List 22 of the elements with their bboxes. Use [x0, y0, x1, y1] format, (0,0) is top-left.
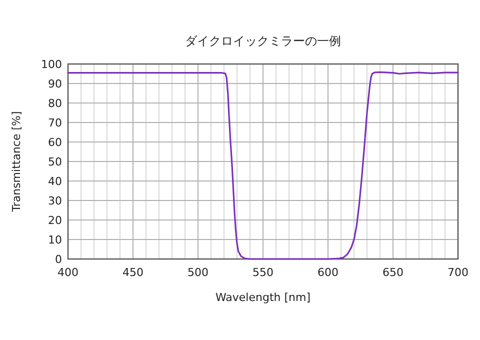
x-tick-label: 450 — [122, 266, 144, 279]
chart-title: ダイクロイックミラーの一例 — [185, 34, 341, 48]
y-tick-label: 0 — [55, 253, 62, 266]
y-tick-label: 10 — [48, 234, 62, 246]
x-tick-label: 500 — [188, 266, 208, 279]
y-tick-label: 90 — [48, 78, 62, 90]
y-tick-label: 100 — [41, 58, 62, 71]
x-tick-label: 600 — [318, 266, 338, 279]
y-tick-label: 30 — [48, 194, 62, 208]
x-tick-label: 700 — [448, 266, 468, 279]
y-tick-label: 40 — [48, 175, 62, 188]
x-tick-label: 650 — [382, 266, 404, 279]
x-axis-title: Wavelength [nm] — [215, 291, 311, 304]
y-tick-label: 80 — [48, 97, 62, 110]
y-tick-label: 20 — [48, 214, 62, 227]
x-tick-label: 550 — [252, 266, 274, 279]
y-tick-label: 60 — [48, 136, 62, 149]
y-axis-title: Transmittance [%] — [10, 111, 23, 213]
y-tick-label: 50 — [48, 156, 62, 168]
y-tick-label: 70 — [48, 116, 62, 130]
x-tick-label: 400 — [58, 266, 78, 279]
line-series — [67, 71, 459, 260]
